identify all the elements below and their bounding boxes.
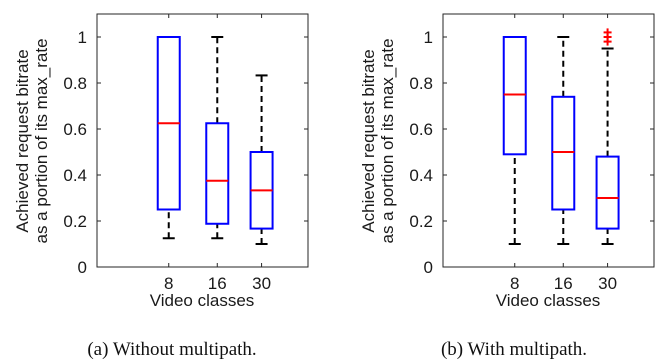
x-tick-label-a: 8 [164,274,173,293]
y-axis-a: 0 0.2 0.4 0.6 0.8 1 [63,28,308,277]
box-a-8 [156,36,181,240]
y-tick-label-b: 0 [424,258,433,277]
plot-area-a [97,14,308,267]
outlier-marker [603,28,612,37]
y-axis-label-b-line1: Achieved request bitrate [359,49,378,232]
y-tick-label-a: 0.6 [63,120,87,139]
box-b-8 [502,36,527,245]
x-tick-label-b: 8 [510,274,519,293]
y-tick-label-a: 0.4 [63,166,87,185]
y-tick-label-b: 0.4 [409,166,433,185]
axes-frame-b [442,13,655,268]
iqr-box [205,122,230,225]
y-tick-label-a: 0.2 [63,212,87,231]
box-a-16 [205,36,230,240]
y-axis-label-b-line2: as a portion of its max_rate [378,38,397,243]
y-axis-b: 0 0.2 0.4 0.6 0.8 1 [409,28,654,277]
panel-a: 0 0.2 0.4 0.6 0.8 1 8 16 30 Video classes Achie… [13,13,309,360]
plot-area-b [443,14,654,267]
y-tick-label-b: 0.8 [409,74,433,93]
box-b-30 [595,28,620,245]
boxes-a [156,36,274,245]
x-tick-label-b: 16 [554,274,573,293]
y-tick-label-a: 1 [78,28,87,47]
panel-b: 0 0.2 0.4 0.6 0.8 1 8 16 30 Video classes Achie… [359,13,655,360]
boxes-b [502,28,620,245]
axes-frame-a [96,13,309,268]
x-axis-b: 8 16 30 [510,14,617,293]
x-tick-label-a: 30 [252,274,271,293]
y-tick-label-a: 0.8 [63,74,87,93]
caption-b: (b) With multipath. [441,339,587,360]
iqr-box [595,155,620,230]
y-axis-label-a-line1: Achieved request bitrate [13,49,32,232]
y-tick-label-b: 0.6 [409,120,433,139]
caption-a: (a) Without multipath. [87,339,256,360]
box-a-30 [249,74,274,245]
iqr-box [551,95,576,211]
x-axis-a: 8 16 30 [164,14,271,293]
iqr-box [502,36,527,156]
y-tick-label-b: 1 [424,28,433,47]
x-tick-label-a: 16 [208,274,227,293]
y-tick-label-a: 0 [78,258,87,277]
box-b-16 [551,36,576,245]
y-tick-label-b: 0.2 [409,212,433,231]
x-axis-label-b: Video classes [496,291,601,310]
x-axis-label-a: Video classes [150,291,255,310]
x-tick-label-b: 30 [598,274,617,293]
y-axis-label-a-line2: as a portion of its max_rate [32,38,51,243]
